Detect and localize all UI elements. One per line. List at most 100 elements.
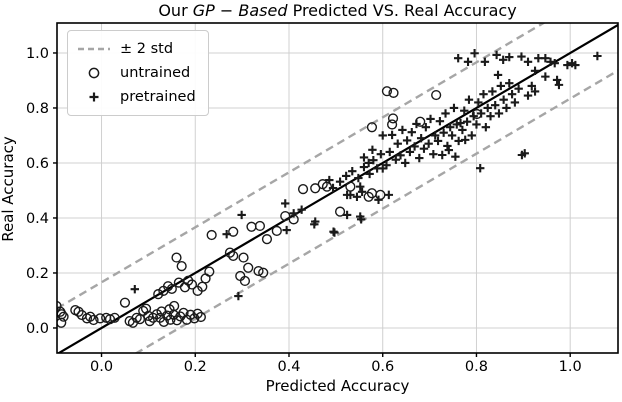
y-tick-label: 0.4	[26, 211, 49, 227]
untrained-point	[176, 261, 187, 272]
pretrained-point	[297, 205, 306, 214]
title-suffix: Predicted VS. Real Accuracy	[287, 1, 517, 20]
pretrained-point	[541, 72, 550, 81]
pretrained-point	[356, 215, 366, 224]
untrained-point	[140, 303, 152, 314]
untrained-point	[73, 306, 84, 317]
pretrained-point	[421, 123, 431, 132]
pretrained-point	[476, 109, 486, 118]
y-tick-label: 0.0	[26, 321, 49, 337]
title-italic-segment: GP − Based	[192, 1, 288, 20]
x-axis-label: Predicted Accuracy	[265, 377, 410, 395]
pretrained-point	[474, 98, 483, 107]
pretrained-point	[493, 70, 503, 80]
pretrained-point	[431, 131, 440, 140]
pretrained-point	[325, 175, 334, 185]
untrained-point	[153, 289, 164, 300]
pretrained-point	[527, 81, 536, 91]
pretrained-point	[328, 183, 338, 193]
plot-border	[56, 22, 619, 354]
pretrained-point	[463, 57, 473, 66]
untrained-point	[366, 122, 378, 133]
untrained-point	[239, 275, 251, 287]
pretrained-point	[372, 164, 382, 173]
pretrained-point	[447, 131, 457, 140]
pretrained-point	[443, 141, 452, 151]
pretrained-point	[496, 81, 506, 91]
untrained-point	[206, 229, 217, 241]
pretrained-point	[483, 103, 492, 113]
untrained-point	[134, 314, 146, 325]
y-axis-label: Real Accuracy	[0, 136, 17, 242]
pretrained-point	[311, 217, 320, 226]
untrained-point	[109, 312, 120, 323]
legend-label-pretrained: pretrained	[120, 89, 196, 105]
pretrained-point	[491, 101, 500, 110]
untrained-point	[387, 113, 399, 124]
pretrained-point	[396, 151, 405, 160]
pretrained-point	[444, 145, 454, 155]
pretrained-point	[282, 225, 291, 235]
pretrained-point	[530, 87, 540, 96]
pretrained-point	[458, 125, 467, 135]
untrained-point	[138, 305, 149, 317]
legend-item-untrained: untrained	[76, 61, 196, 85]
untrained-point	[310, 183, 321, 194]
pretrained-point	[441, 109, 450, 118]
pretrained-point	[357, 187, 367, 197]
untrained-point	[104, 314, 116, 325]
untrained-point	[169, 300, 180, 312]
pretrained-point	[593, 51, 602, 61]
pretrained-point	[480, 57, 490, 66]
untrained-point	[261, 234, 273, 245]
pretrained-point	[342, 210, 352, 220]
pretrained-point	[330, 228, 339, 237]
pretrained-point	[461, 135, 470, 145]
untrained-point	[88, 314, 99, 326]
pretrained-point	[359, 162, 369, 172]
x-tick-label: 0.2	[184, 359, 207, 375]
pretrained-point	[387, 130, 397, 140]
untrained-point	[375, 189, 386, 200]
pretrained-point	[498, 55, 508, 65]
pretrained-point	[356, 182, 365, 191]
pretrained-point	[505, 52, 514, 62]
untrained-point	[204, 266, 215, 277]
pretrained-point	[454, 136, 463, 146]
untrained-point	[57, 300, 62, 312]
pretrained-point	[520, 149, 529, 158]
pretrained-point	[552, 75, 562, 85]
pretrained-point	[488, 87, 497, 96]
pretrained-point	[419, 144, 429, 153]
pretrained-point	[341, 171, 351, 181]
untrained-point	[258, 267, 269, 278]
pretrained-point	[486, 112, 495, 121]
pretrained-point	[554, 80, 564, 90]
pretrained-point	[429, 149, 438, 159]
pretrained-point	[571, 60, 580, 70]
x-tick-label: 0.8	[465, 359, 488, 375]
untrained-point	[228, 226, 239, 237]
identity-line	[57, 23, 618, 353]
pretrained-point	[407, 127, 416, 137]
pretrained-point	[460, 106, 469, 115]
untrained-point	[381, 86, 393, 97]
untrained-point	[186, 279, 198, 290]
pretrained-point	[348, 167, 357, 176]
pretrained-point	[502, 103, 511, 113]
legend-item-pretrained: pretrained	[76, 85, 196, 109]
pretrained-point	[237, 210, 246, 220]
untrained-point	[166, 283, 177, 295]
pretrained-point	[398, 125, 407, 135]
pretrained-point	[546, 57, 555, 66]
pretrained-point	[499, 95, 508, 104]
untrained-point	[195, 311, 206, 323]
pretrained-point	[479, 90, 488, 99]
pretrained-point	[563, 60, 572, 70]
pretrained-point	[467, 131, 476, 140]
pretrained-point	[550, 58, 559, 68]
pretrained-point	[412, 119, 421, 129]
plus-marker-icon	[89, 92, 99, 102]
pretrained-point	[289, 209, 298, 218]
chart-title: Our GP − Based Predicted VS. Real Accura…	[57, 1, 618, 20]
